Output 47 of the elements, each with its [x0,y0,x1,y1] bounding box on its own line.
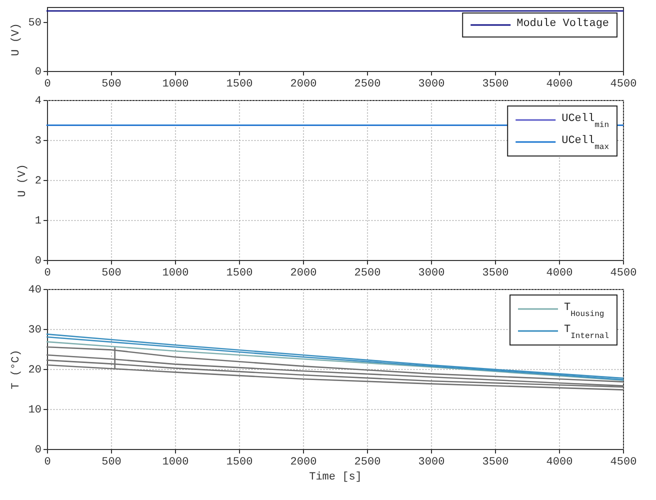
x-tick-label: 1500 [226,78,253,90]
x-tick-label: 2000 [290,268,317,280]
x-tick-label: 3000 [418,268,445,280]
y-tick-label: 30 [28,324,42,336]
y-tick-label: 1 [34,216,42,228]
x-tick-label: 500 [102,78,122,90]
x-tick-label: 0 [44,456,51,468]
x-tick-label: 3500 [482,78,509,90]
x-tick-label: 3000 [418,456,445,468]
legend-label: Module Voltage [516,18,610,30]
y-axis-title: U (V) [10,22,22,56]
x-tick-label: 2500 [354,268,381,280]
x-tick-label: 4500 [610,456,637,468]
x-tick-label: 2500 [354,78,381,90]
x-tick-label: 4000 [546,456,573,468]
x-tick-label: 2000 [290,78,317,90]
x-tick-label: 4500 [610,268,637,280]
x-tick-label: 0 [44,268,51,280]
x-tick-label: 500 [102,456,122,468]
x-tick-label: 3000 [418,78,445,90]
x-tick-label: 500 [102,268,122,280]
y-tick-label: 40 [28,284,42,296]
y-tick-label: 0 [34,444,42,456]
y-tick-label: 2 [34,176,42,188]
x-tick-label: 3500 [482,456,509,468]
y-axis-title: U (V) [16,164,29,198]
y-axis-title: T (°C) [10,350,22,390]
x-tick-label: 1500 [226,456,253,468]
x-tick-label: 1000 [162,268,189,280]
y-tick-label: 4 [34,96,42,108]
y-tick-label: 3 [34,136,42,148]
y-tick-label: 10 [28,404,42,416]
x-axis-title: Time [s] [309,472,362,484]
x-tick-label: 1000 [162,78,189,90]
y-tick-label: 20 [28,364,42,376]
y-tick-label: 0 [34,66,42,78]
x-tick-label: 0 [44,78,51,90]
x-tick-label: 3500 [482,268,509,280]
x-tick-label: 2000 [290,456,317,468]
x-tick-label: 4000 [546,268,573,280]
y-tick-label: 50 [28,17,42,30]
x-tick-label: 1500 [226,268,253,280]
x-tick-label: 4000 [546,78,573,90]
x-tick-label: 2500 [354,456,381,468]
y-tick-label: 0 [34,256,42,268]
x-tick-label: 1000 [162,456,189,468]
x-tick-label: 4500 [610,78,637,90]
